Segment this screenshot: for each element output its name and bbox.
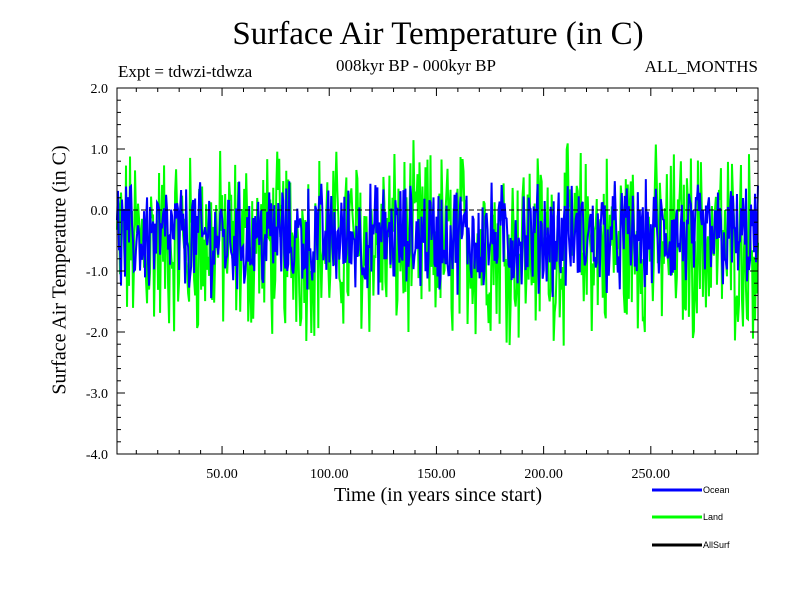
legend-label-land: Land	[703, 512, 723, 522]
y-tick-label: -3.0	[86, 387, 108, 402]
x-axis-label: Time (in years since start)	[333, 484, 543, 506]
experiment-label: Expt = tdwzi-tdwza	[118, 62, 253, 81]
y-tick-label: 0.0	[91, 204, 109, 219]
months-label: ALL_MONTHS	[644, 57, 758, 76]
y-tick-label: 1.0	[91, 143, 109, 158]
x-tick-label: 50.00	[206, 467, 238, 482]
x-tick-label: 200.00	[524, 467, 563, 482]
y-tick-label: 2.0	[91, 82, 109, 97]
chart-title: Surface Air Temperature (in C)	[232, 16, 644, 52]
legend-label-allsurf: AllSurf	[703, 540, 730, 550]
period-label: 008kyr BP - 000kyr BP	[336, 56, 496, 75]
x-tick-label: 100.00	[310, 467, 349, 482]
x-tick-label: 250.00	[632, 467, 671, 482]
y-tick-label: -1.0	[86, 265, 108, 280]
y-tick-label: -2.0	[86, 326, 108, 341]
x-tick-label: 150.00	[417, 467, 456, 482]
series-ocean-line	[116, 179, 759, 299]
y-tick-label: -4.0	[86, 448, 108, 463]
legend-label-ocean: Ocean	[703, 485, 730, 495]
